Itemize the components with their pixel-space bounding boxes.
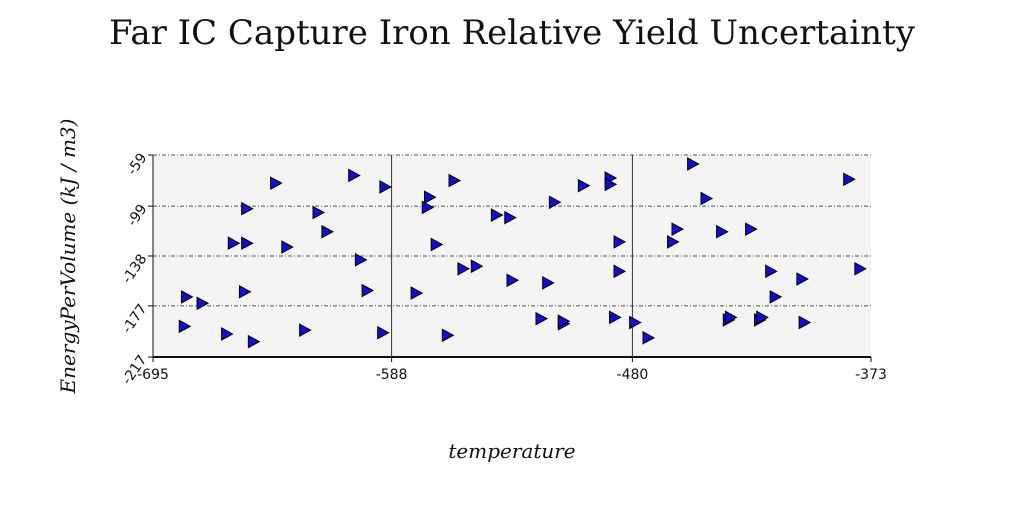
data-point: [490, 208, 504, 222]
data-point: [577, 178, 591, 193]
data-point: [238, 284, 252, 299]
y-tick-label: -59: [124, 150, 150, 178]
data-point: [410, 286, 424, 300]
data-point: [379, 180, 392, 194]
x-axis-ticks: -695 -588 -480 -373: [137, 357, 887, 383]
data-point: [642, 330, 656, 345]
data-point: [312, 205, 326, 220]
data-point: [299, 323, 312, 337]
data-point: [687, 157, 700, 171]
data-point: [796, 272, 809, 286]
data-point: [843, 172, 856, 187]
x-tick-label: -480: [617, 367, 649, 383]
data-point: [281, 240, 294, 254]
data-point: [227, 236, 241, 251]
data-point: [557, 314, 571, 329]
data-point: [506, 273, 520, 288]
data-point: [609, 310, 622, 325]
data-point: [613, 235, 627, 249]
chart-title: Far IC Capture Iron Relative Yield Uncer…: [109, 13, 916, 53]
data-point: [756, 310, 769, 325]
data-point: [441, 328, 455, 343]
data-point: [421, 200, 435, 215]
x-tick-label: -695: [137, 367, 169, 383]
x-axis-title: temperature: [448, 439, 575, 463]
y-tick-label: -99: [124, 202, 150, 230]
data-point: [548, 195, 562, 210]
data-point: [241, 236, 254, 251]
x-tick-label: -588: [376, 367, 408, 383]
y-axis-ticks: -217-177-138-99-59: [119, 150, 153, 388]
data-point: [430, 237, 444, 252]
data-point: [504, 210, 517, 225]
data-point: [321, 224, 334, 239]
y-axis-title: EnergyPerVolume (kJ / m3): [56, 119, 80, 395]
data-point: [604, 177, 618, 192]
data-point: [700, 191, 714, 206]
data-point: [196, 296, 210, 311]
data-point: [247, 334, 261, 349]
data-point: [178, 319, 192, 334]
data-points: [178, 157, 867, 349]
y-tick-label: -138: [119, 251, 150, 286]
data-point: [798, 315, 812, 330]
data-point: [361, 283, 375, 298]
data-point: [671, 222, 685, 236]
data-point: [725, 310, 738, 325]
data-point: [221, 327, 234, 341]
data-point: [542, 276, 555, 290]
y-tick-label: -177: [119, 301, 150, 336]
data-point: [535, 311, 549, 326]
x-tick-label: -373: [855, 367, 887, 383]
data-point: [270, 176, 283, 190]
plot-area: [153, 155, 871, 357]
data-point: [354, 252, 368, 267]
data-point: [470, 259, 484, 274]
data-point: [241, 201, 254, 216]
data-point: [448, 173, 462, 188]
data-point: [667, 235, 680, 249]
data-point: [745, 222, 758, 236]
data-point: [769, 290, 783, 304]
data-point: [377, 325, 390, 340]
data-point: [854, 261, 867, 276]
data-point: [613, 264, 627, 279]
data-point: [348, 168, 361, 183]
data-point: [423, 190, 437, 205]
data-point: [457, 261, 470, 276]
data-point: [716, 224, 729, 239]
data-point: [180, 290, 194, 304]
data-point: [765, 264, 778, 279]
data-point: [629, 315, 642, 330]
